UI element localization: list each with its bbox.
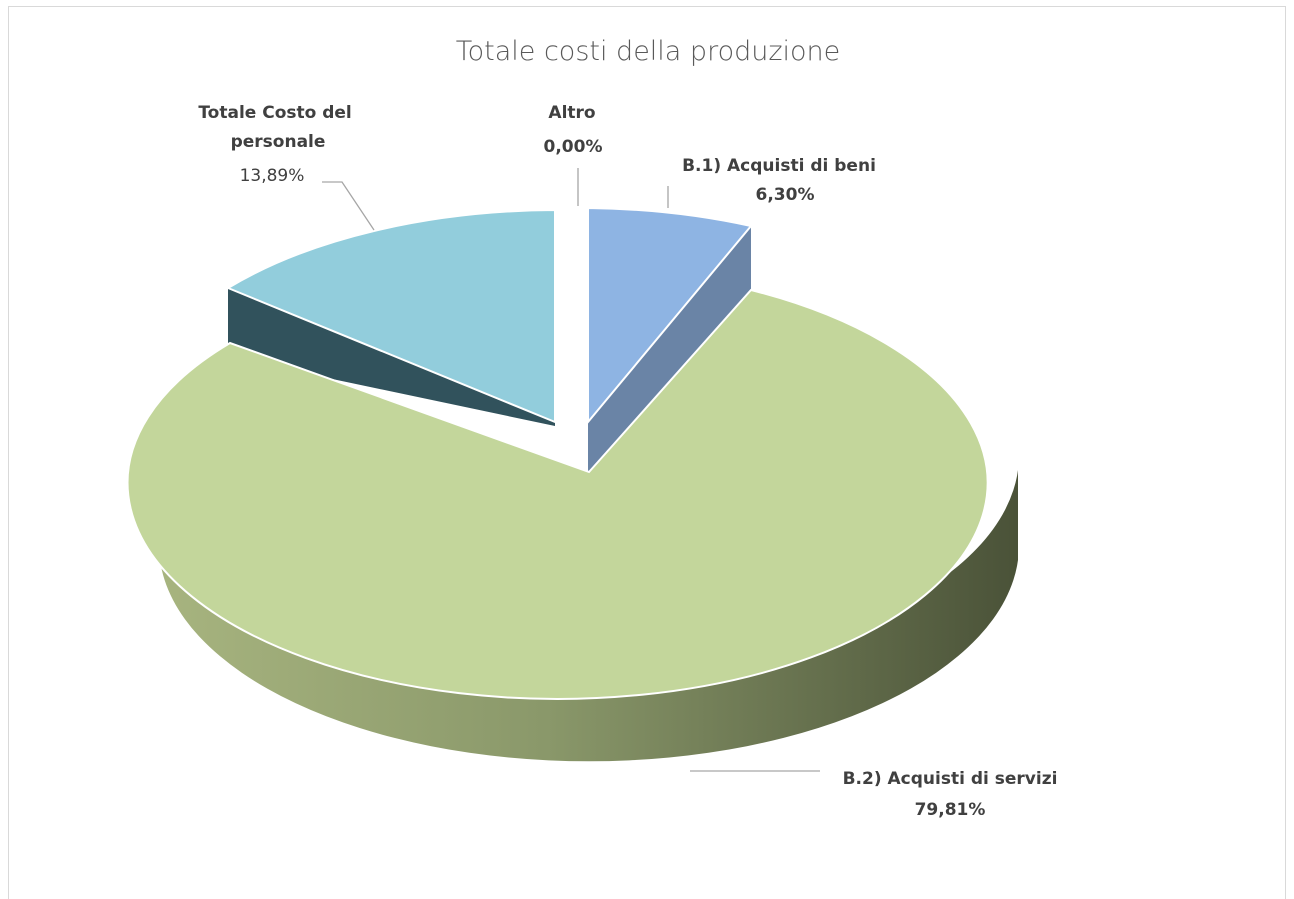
value-label-altro: 0,00% (544, 137, 603, 157)
slice-beni (587, 206, 753, 425)
data-label-servizi: B.2) Acquisti di servizi (843, 769, 1058, 789)
slice-side-beni (588, 226, 751, 472)
slice-personale (225, 208, 556, 424)
data-label-personale: Totale Costo del personale (198, 103, 357, 152)
leader-line-personale (322, 181, 375, 231)
value-label-beni: 6,30% (756, 185, 815, 205)
value-label-personale: 13,89% (240, 166, 305, 186)
slice-side-servizi (160, 470, 1018, 762)
data-label-beni: B.1) Acquisti di beni (682, 156, 876, 176)
value-label-servizi: 79,81% (915, 800, 986, 820)
data-label-altro: Altro (548, 103, 595, 123)
slice-servizi (126, 288, 989, 700)
chart-title: Totale costi della produzione (456, 36, 841, 67)
